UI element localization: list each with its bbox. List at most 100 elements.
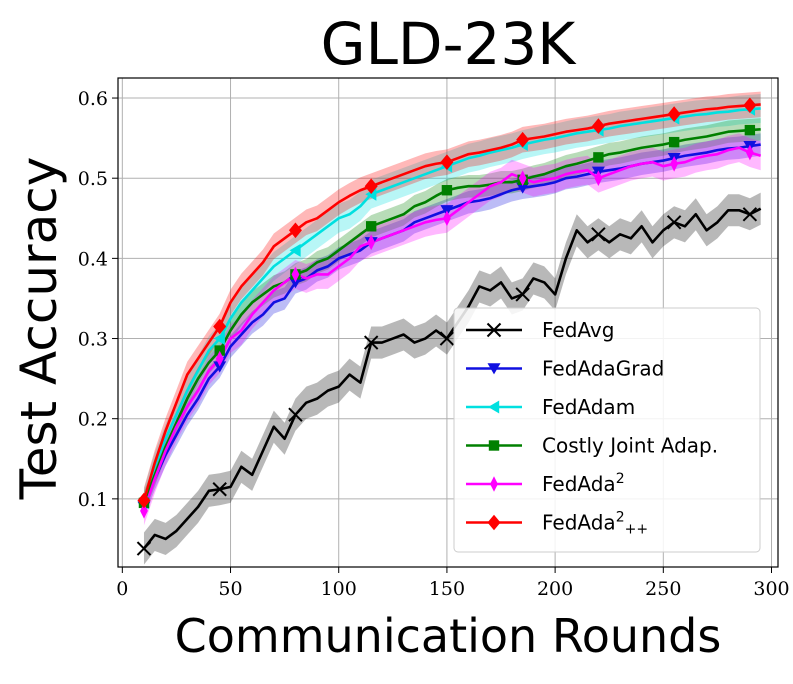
y-tick-label: 0.2: [78, 409, 108, 431]
x-tick-label: 100: [321, 578, 357, 600]
series-0-marker: [212, 482, 227, 497]
series-3-marker: [441, 185, 453, 196]
x-tick-label: 300: [753, 578, 789, 600]
legend-entry: FedAdaGrad: [466, 357, 664, 381]
series-4-marker: [594, 170, 603, 187]
series-4-marker: [140, 503, 148, 519]
series-0-marker: [591, 227, 606, 242]
y-axis-label: Test Accuracy: [10, 157, 68, 501]
series-2-marker: [213, 332, 225, 346]
series-5-marker: [364, 178, 378, 195]
series-3-marker: [668, 136, 680, 148]
legend-marker: [488, 440, 500, 451]
series-4-marker: [518, 170, 527, 187]
series-5-marker: [667, 106, 681, 122]
legend-marker: [487, 363, 501, 375]
series-3-marker: [214, 345, 225, 356]
series-2-line: [142, 107, 761, 504]
x-tick-label: 0: [116, 578, 128, 600]
series-0-marker: [515, 287, 530, 302]
legend: FedAvg FedAdaGrad FedAdam Costly Joint Adap…: [453, 307, 761, 553]
legend-marker: [487, 514, 501, 531]
series-5-marker: [516, 131, 530, 148]
x-tick-label: 150: [429, 578, 465, 600]
legend-label-superscript: 2: [616, 471, 625, 487]
legend-label: Costly Joint Adap.: [542, 434, 718, 458]
legend-label: FedAvg: [542, 318, 614, 342]
series-0-marker-stroke: [515, 287, 530, 302]
legend-label: FedAda2++: [542, 510, 648, 538]
series-3-band: [143, 118, 761, 515]
tick-layer: 0 50 100 150 200 250 300 0.1 0.2 0.3 0.4 0.5 0.6: [78, 88, 790, 600]
series-5-marker: [743, 97, 757, 114]
x-tick-label: 50: [218, 578, 242, 600]
series-5-marker: [137, 492, 151, 509]
series-2-marker: [289, 243, 301, 257]
legend-entry: FedAda2++: [466, 510, 648, 538]
series-4-marker: [291, 266, 300, 283]
chart-title: GLD-23K: [321, 10, 578, 78]
series-0-marker-stroke: [212, 482, 227, 497]
series-0-marker: [363, 335, 379, 350]
series-3-marker: [593, 152, 604, 163]
series-4-band: [143, 133, 761, 526]
legend-entry: FedAdam: [466, 395, 635, 419]
series-1-band: [143, 133, 761, 519]
series-0-marker: [742, 207, 758, 222]
series-0-marker: [136, 541, 152, 556]
legend-label-subscript: ++: [625, 522, 648, 538]
series-4-marker: [367, 234, 376, 251]
y-tick-label: 0.1: [78, 489, 108, 511]
y-tick-label: 0.5: [78, 168, 108, 190]
series-4-marker: [670, 155, 679, 172]
series-0-marker-stroke: [742, 207, 758, 222]
series-4-marker: [745, 144, 754, 161]
line-layer: [142, 103, 762, 550]
plot-frame: [117, 77, 779, 568]
x-axis-label: Communication Rounds: [175, 609, 722, 663]
legend-entry: Costly Joint Adap.: [466, 434, 718, 458]
band-layer: [143, 91, 761, 565]
series-1-marker: [288, 277, 302, 289]
legend-label: FedAdam: [542, 395, 635, 419]
series-0-marker-stroke: [288, 407, 303, 422]
y-tick-label: 0.4: [78, 248, 108, 270]
legend-box: [453, 307, 761, 553]
series-0-marker: [439, 331, 455, 346]
series-1-marker: [213, 361, 227, 373]
series-0-marker: [288, 407, 303, 422]
series-0-marker-stroke: [136, 541, 152, 556]
legend-label: FedAdaGrad: [542, 357, 664, 381]
series-0-marker-stroke: [591, 227, 606, 242]
legend-marker: [486, 322, 502, 338]
series-1-marker: [516, 182, 530, 194]
series-0-marker-stroke: [363, 335, 379, 350]
legend-entry: FedAvg: [466, 318, 614, 342]
legend-marker: [490, 476, 498, 492]
series-5-marker: [440, 154, 454, 170]
marker-layer: [136, 97, 758, 556]
legend-label-superscript: 2: [616, 510, 625, 526]
series-0-band: [143, 192, 761, 565]
series-5-marker: [591, 118, 605, 134]
series-1-line: [142, 143, 761, 508]
legend-marker: [488, 400, 500, 414]
x-tick-label: 250: [645, 578, 681, 600]
series-5-line: [142, 103, 761, 501]
legend-entry: FedAda2: [466, 471, 625, 496]
series-0-marker-stroke: [439, 331, 455, 346]
x-tick-label: 200: [537, 578, 573, 600]
series-4-marker: [215, 350, 224, 367]
series-3-line: [142, 128, 761, 504]
y-tick-label: 0.6: [78, 88, 108, 110]
series-3-marker: [744, 124, 756, 136]
series-5-marker: [288, 222, 302, 239]
legend-marker-stroke: [486, 322, 502, 338]
series-4-marker: [443, 210, 451, 227]
series-4-line: [142, 146, 762, 512]
series-5-marker: [213, 318, 227, 335]
series-0-marker-stroke: [666, 215, 682, 230]
series-0-line: [142, 207, 762, 550]
series-3-marker: [365, 221, 377, 232]
